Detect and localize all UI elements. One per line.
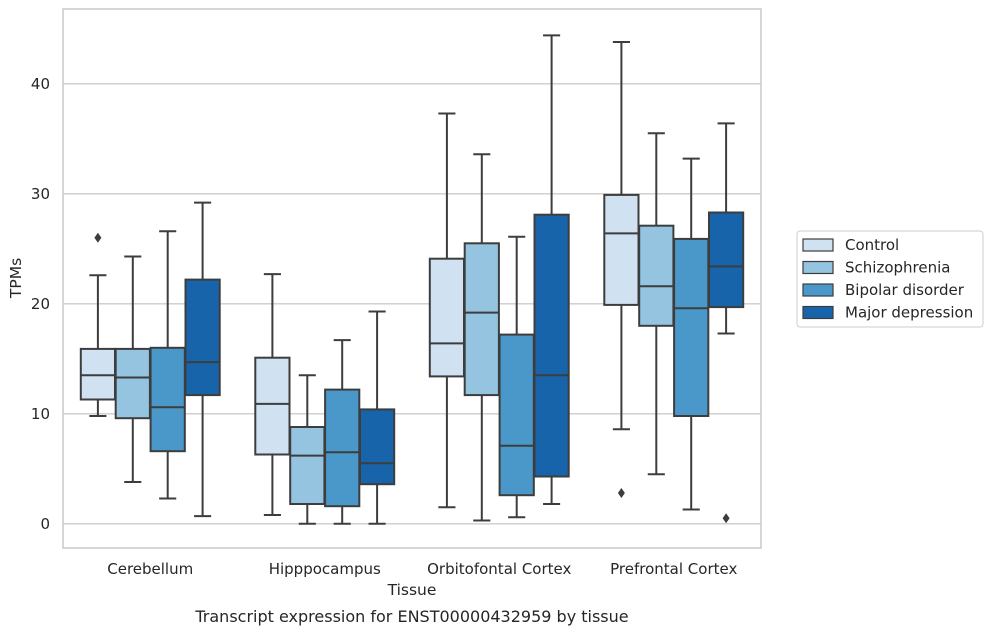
- series-bipolar-disorder: [149, 157, 710, 525]
- legend-swatch-control: [802, 238, 834, 252]
- box: [428, 112, 466, 509]
- box-body: [254, 356, 291, 456]
- x-tick-labels: Cerebellum Hipppocampus Orbitofontal Corte…: [107, 560, 737, 578]
- y-tick-label: 30: [31, 185, 50, 203]
- box: [324, 339, 361, 525]
- box-body: [707, 211, 745, 309]
- y-tick-label: 10: [31, 405, 50, 423]
- y-tick-label: 0: [40, 515, 50, 533]
- legend: Control Schizophrenia Bipolar disorder Majo…: [796, 230, 984, 328]
- box-body: [673, 237, 710, 417]
- y-tick-label: 40: [31, 75, 50, 93]
- box: [673, 157, 710, 511]
- y-tick-labels: 0 10 20 30 40: [31, 75, 50, 533]
- chart-caption: Transcript expression for ENST0000043295…: [194, 607, 628, 626]
- x-tick-label: Cerebellum: [107, 560, 193, 578]
- box: [603, 41, 640, 498]
- legend-frame: [796, 230, 984, 328]
- box: [638, 132, 675, 476]
- box: [114, 255, 151, 483]
- legend-swatch-major-depression: [802, 305, 834, 320]
- box: [707, 122, 745, 524]
- plot-frame: [62, 8, 762, 549]
- legend-swatch-bipolar-disorder: [802, 283, 834, 297]
- box: [79, 232, 117, 417]
- box-body: [184, 278, 221, 397]
- x-tick-label: Prefrontal Cortex: [610, 560, 737, 578]
- legend-label-control: Control: [845, 236, 899, 254]
- box-body: [638, 224, 675, 327]
- box: [533, 34, 570, 505]
- box-body: [428, 257, 466, 378]
- box: [254, 273, 291, 516]
- box-body: [358, 408, 396, 486]
- box: [289, 374, 326, 525]
- outlier-point: [617, 488, 625, 498]
- legend-label-major-depression: Major depression: [845, 304, 973, 322]
- y-axis-title: TPMs: [7, 258, 25, 299]
- legend-label-bipolar-disorder: Bipolar disorder: [845, 281, 965, 299]
- box-body: [603, 193, 640, 306]
- box-body: [533, 213, 570, 478]
- box-body: [289, 426, 326, 505]
- box-body: [324, 388, 361, 508]
- box-body: [79, 347, 117, 401]
- box-body: [149, 346, 186, 453]
- outlier-point: [94, 232, 102, 243]
- x-tick-label: Hipppocampus: [269, 560, 381, 578]
- box: [358, 310, 396, 525]
- box: [149, 230, 186, 500]
- box: [184, 201, 221, 518]
- y-tick-label: 20: [31, 295, 50, 313]
- x-tick-label: Orbitofontal Cortex: [427, 560, 571, 578]
- box-body: [114, 347, 151, 420]
- box: [463, 153, 500, 522]
- series-schizophrenia: [114, 132, 675, 525]
- box-series: [79, 34, 745, 525]
- legend-label-schizophrenia: Schizophrenia: [845, 259, 950, 277]
- outlier-point: [722, 513, 730, 524]
- box-body: [463, 242, 500, 397]
- box-body: [498, 333, 535, 497]
- series-major-depression: [184, 34, 745, 525]
- legend-swatch-schizophrenia: [802, 260, 834, 275]
- x-axis-title: Tissue: [387, 581, 437, 599]
- box: [498, 235, 535, 519]
